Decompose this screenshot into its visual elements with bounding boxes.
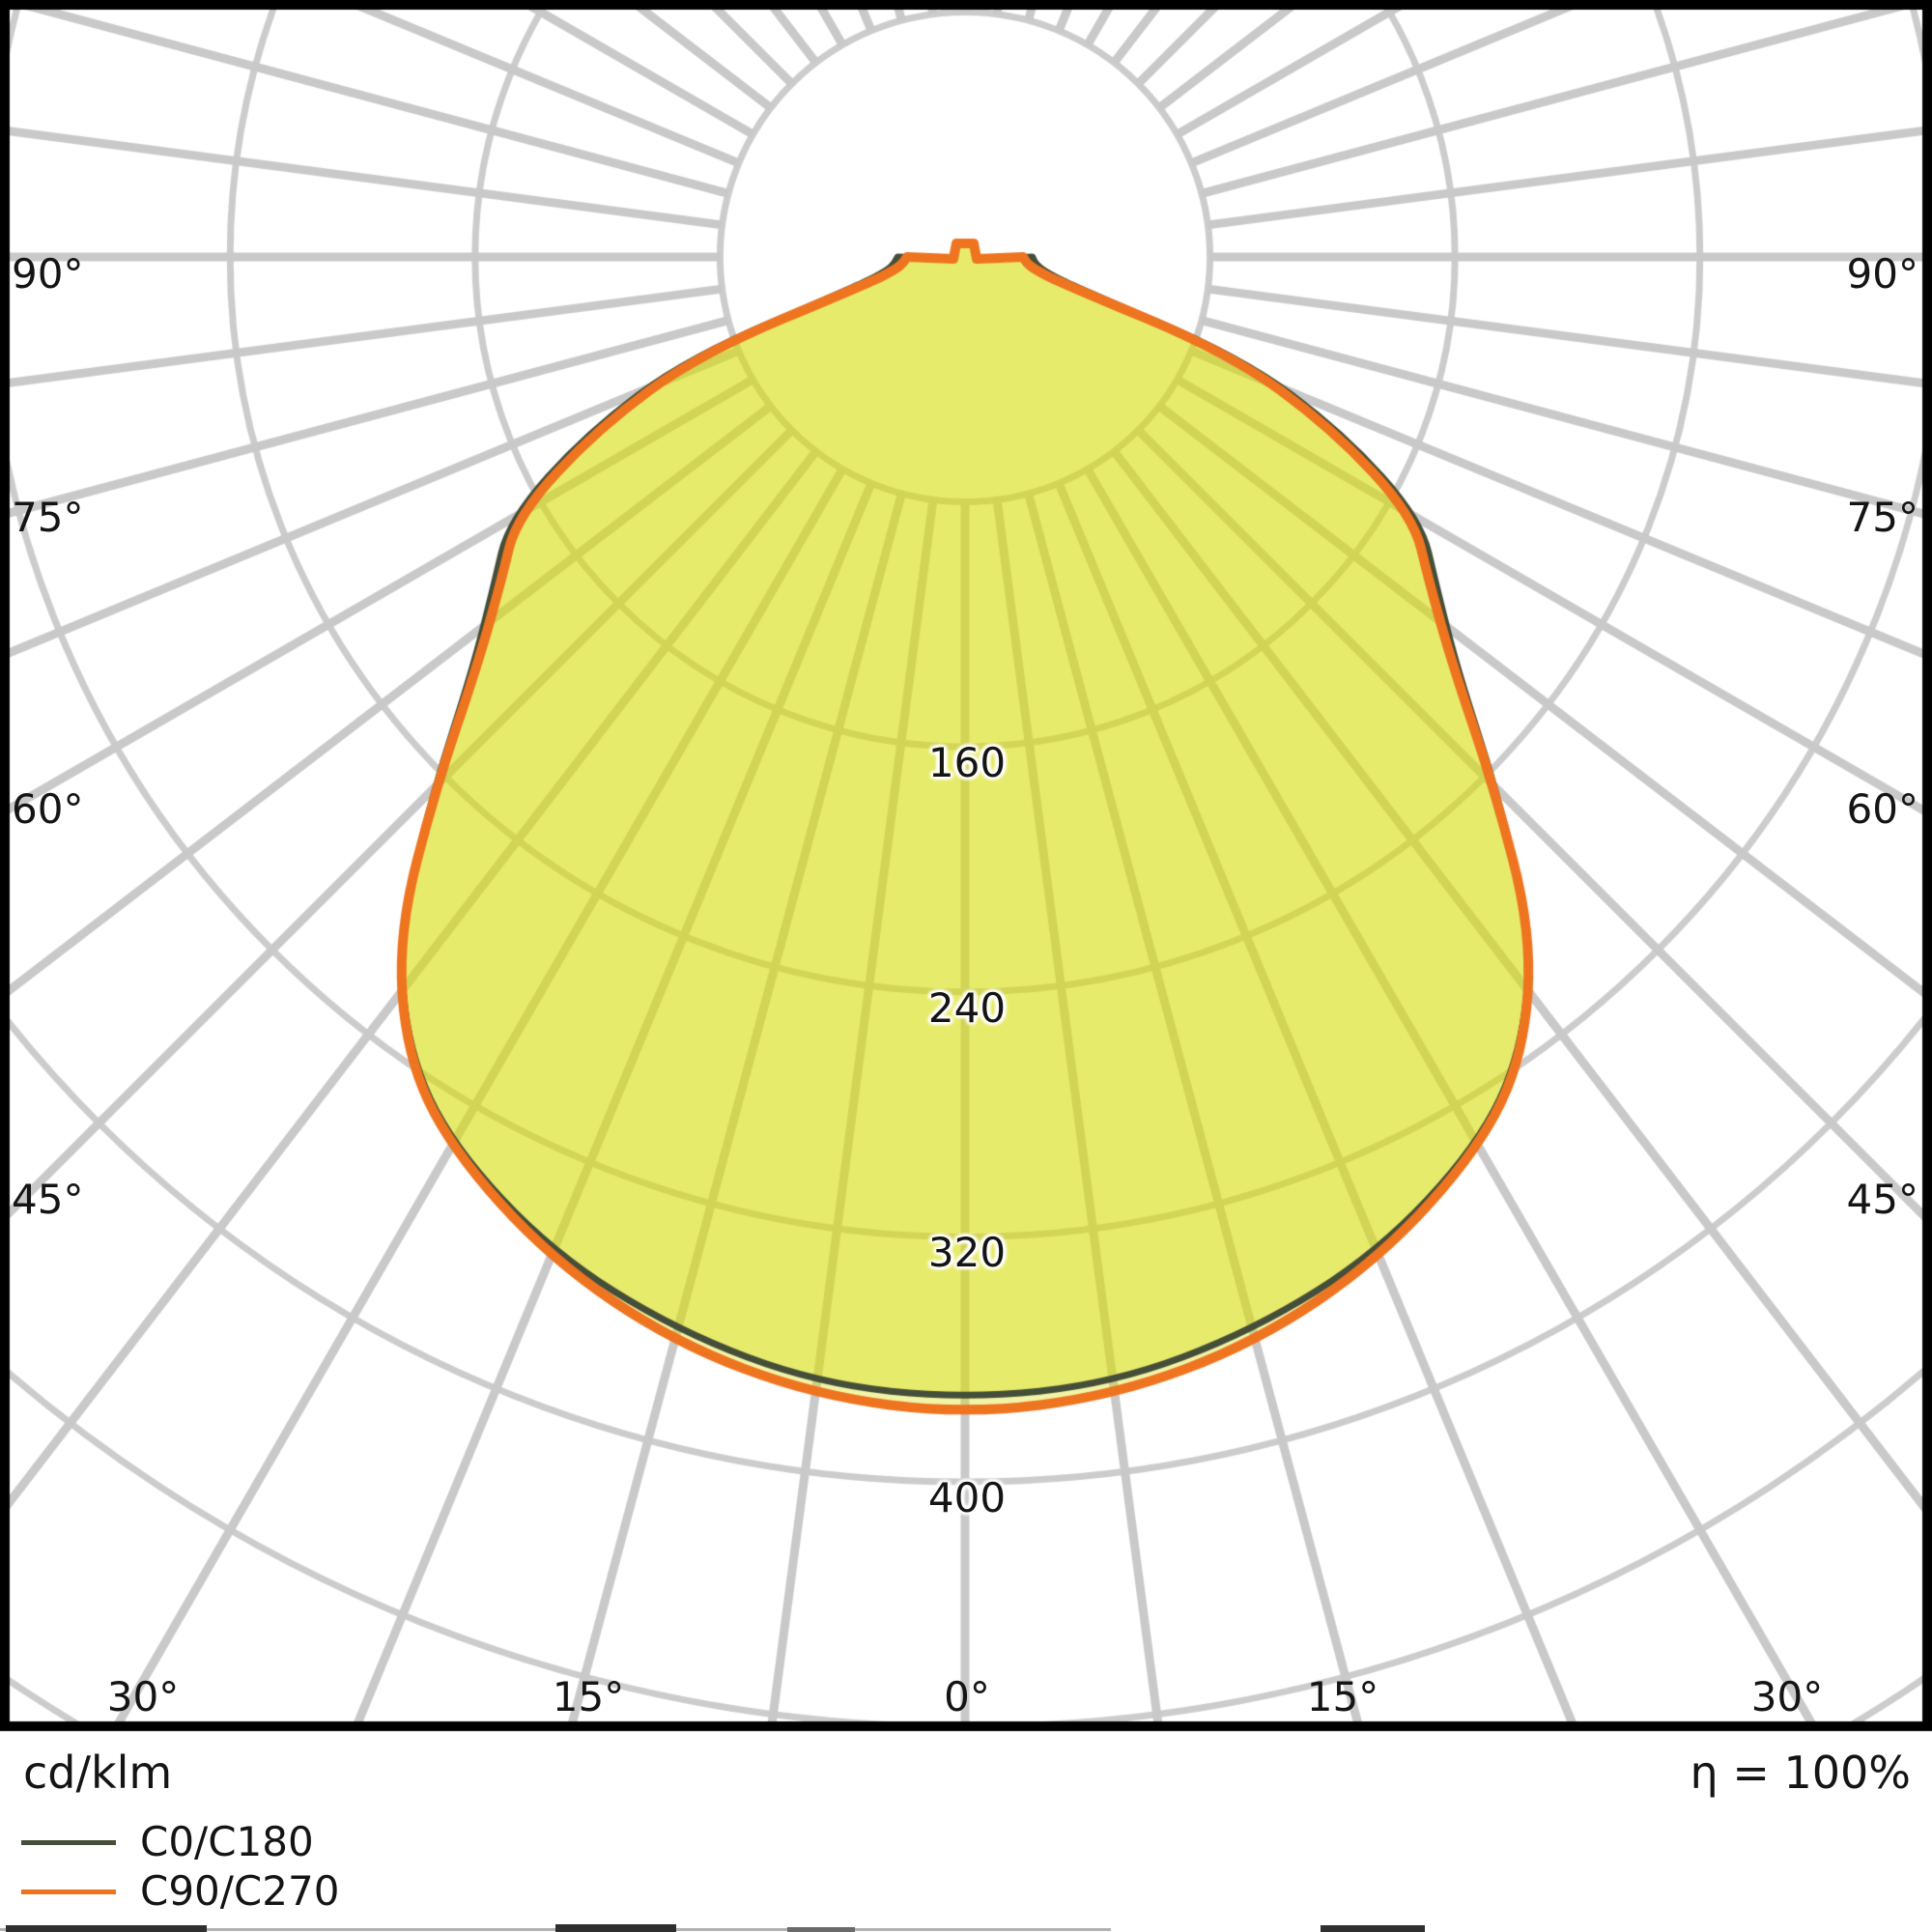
angle-label-left-60°: 60° (12, 785, 84, 833)
legend-label-c0: C0/C180 (140, 1818, 314, 1865)
angle-label-bottom-4-30°: 30° (1750, 1673, 1824, 1720)
cropped-next-section-edge (6, 1925, 207, 1932)
angle-label-right-90°: 90° (1846, 250, 1918, 298)
angle-label-right-60°: 60° (1846, 785, 1918, 833)
angle-label-bottom-0-30°: 30° (106, 1673, 180, 1720)
radial-tick-label-160: 160 (927, 739, 1007, 786)
legend-line-c0-icon (21, 1839, 116, 1845)
radial-tick-label-240: 240 (927, 984, 1007, 1032)
efficiency-label: η = 100% (1690, 1747, 1911, 1799)
angle-label-bottom-2-0°: 0° (944, 1673, 990, 1720)
angle-label-right-75°: 75° (1846, 494, 1918, 541)
radial-tick-label-320: 320 (927, 1229, 1007, 1276)
cropped-next-section-edge (555, 1924, 676, 1932)
angle-label-bottom-3-15°: 15° (1306, 1673, 1379, 1720)
cropped-next-section-edge (787, 1927, 855, 1932)
angle-label-left-45°: 45° (12, 1176, 84, 1223)
angle-label-left-75°: 75° (12, 494, 84, 541)
radial-tick-label-400: 400 (927, 1474, 1007, 1521)
legend-row-c0: C0/C180 (0, 1821, 314, 1863)
angle-label-left-90°: 90° (12, 250, 84, 298)
angle-label-bottom-1-15°: 15° (552, 1673, 625, 1720)
units-label: cd/klm (23, 1747, 173, 1799)
legend-line-c90-icon (21, 1889, 116, 1894)
legend-row-c90: C90/C270 (0, 1870, 339, 1913)
cropped-next-section-edge (1321, 1925, 1425, 1932)
angle-label-right-45°: 45° (1846, 1176, 1918, 1223)
legend-label-c90: C90/C270 (140, 1867, 340, 1915)
